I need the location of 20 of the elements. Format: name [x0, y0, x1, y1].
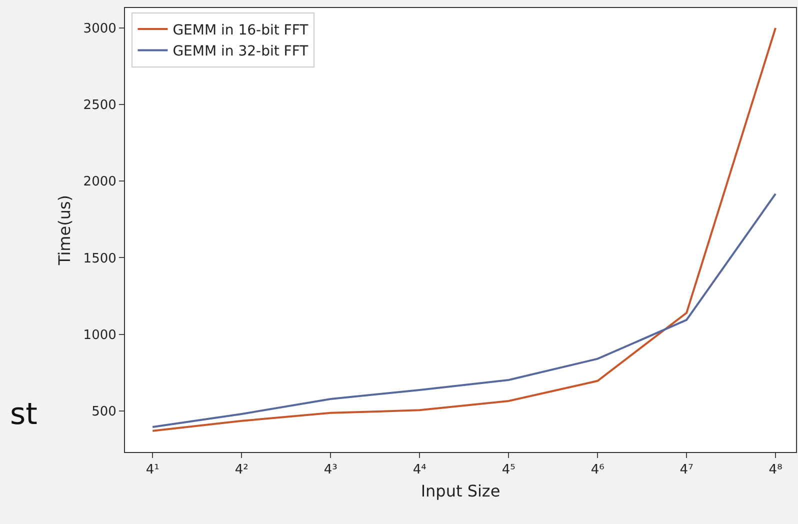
- x-tick-label: 4⁸: [768, 462, 782, 478]
- y-tick-label: 2500: [83, 98, 116, 114]
- text: st: [10, 397, 38, 432]
- y-tick-label: 3000: [83, 21, 116, 36]
- x-tick-label: 4²: [234, 462, 248, 478]
- x-axis-title: Input Size: [420, 481, 500, 500]
- legend-label: GEMM in 32-bit FFT: [172, 44, 309, 60]
- y-axis-title: Time(us): [55, 194, 74, 266]
- y-tick-label: 1500: [83, 251, 116, 266]
- line-series: [152, 192, 777, 428]
- x-tick-label: 4⁶: [590, 462, 604, 478]
- x-tick-label: 4⁵: [502, 462, 516, 478]
- x-tick-label: 4⁷: [680, 462, 694, 478]
- x-tick-label: 4⁴: [412, 462, 426, 478]
- y-tick-label: 2000: [83, 174, 116, 190]
- x-tick-label: 4³: [324, 462, 338, 478]
- y-tick-label: 500: [92, 404, 116, 420]
- y-tick-label: 1000: [83, 328, 116, 343]
- legend-label: GEMM in 16-bit FFT: [172, 22, 309, 38]
- x-tick-label: 4¹: [146, 462, 160, 478]
